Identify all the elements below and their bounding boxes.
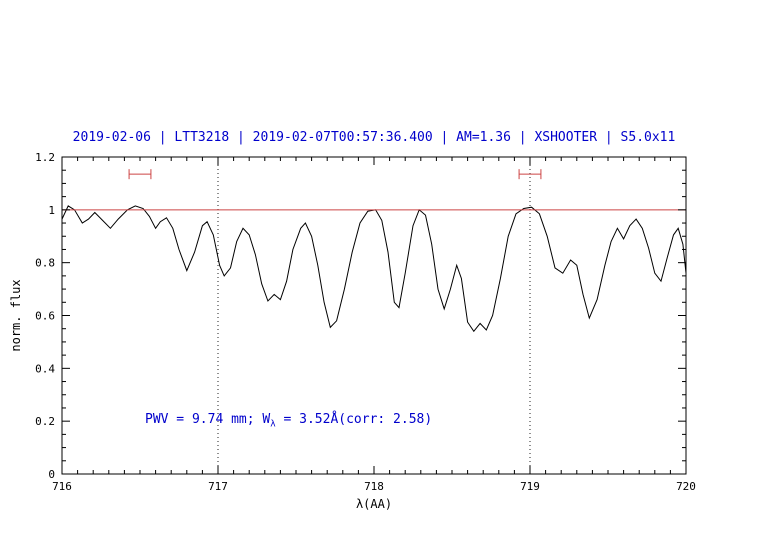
y-tick-label: 0.8 bbox=[35, 257, 55, 270]
spectrum-line bbox=[61, 205, 687, 333]
x-axis-label: λ(AA) bbox=[356, 497, 392, 511]
y-tick-label: 0.4 bbox=[35, 362, 55, 375]
y-tick-label: 0 bbox=[48, 468, 55, 481]
y-tick-label: 0.6 bbox=[35, 310, 55, 323]
x-tick-label: 717 bbox=[208, 480, 228, 493]
x-tick-label: 719 bbox=[520, 480, 540, 493]
y-axis-label: norm. flux bbox=[9, 279, 23, 351]
y-tick-label: 1.2 bbox=[35, 151, 55, 164]
plot-title: 2019-02-06 | LTT3218 | 2019-02-07T00:57:… bbox=[72, 130, 676, 145]
pwv-annotation-lambda-subscript: λ bbox=[270, 419, 276, 430]
y-tick-label: 1 bbox=[48, 204, 55, 217]
pwv-annotation-pre: PWV = 9.74 mm; W bbox=[145, 412, 271, 427]
pwv-annotation-post: = 3.52Å(corr: 2.58) bbox=[275, 412, 433, 427]
x-tick-label: 718 bbox=[364, 480, 384, 493]
x-tick-label: 720 bbox=[676, 480, 696, 493]
x-tick-label: 716 bbox=[52, 480, 72, 493]
y-tick-label: 0.2 bbox=[35, 415, 55, 428]
pwv-annotation: PWV = 9.74 mm; Wλ = 3.52Å(corr: 2.58) bbox=[145, 412, 432, 430]
